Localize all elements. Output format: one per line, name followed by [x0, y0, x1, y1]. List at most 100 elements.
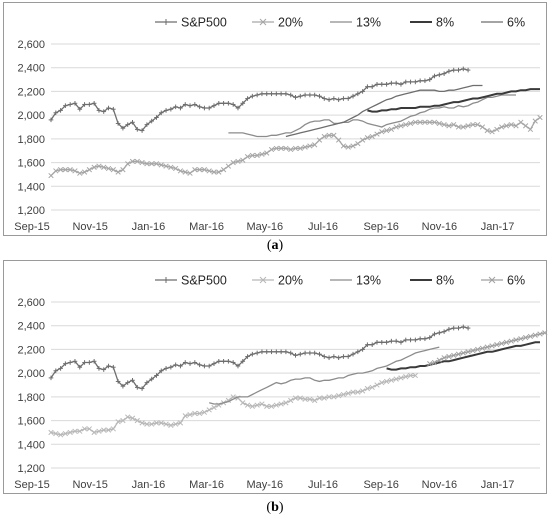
data-point: [101, 427, 107, 433]
data-point: [206, 363, 212, 369]
data-point: [527, 333, 534, 340]
data-point: [259, 349, 265, 355]
data-point: [96, 163, 102, 169]
legend-label: 20%: [278, 274, 303, 288]
y-tick-label: 1,400: [17, 439, 45, 451]
data-point: [254, 92, 260, 98]
data-point: [542, 330, 548, 336]
data-point: [144, 122, 150, 127]
data-point: [422, 119, 428, 125]
caption-b-letter: b: [271, 500, 279, 515]
chart-frame-b: [3, 260, 547, 494]
data-point: [441, 355, 447, 361]
data-point: [230, 360, 236, 365]
x-tick-label: Sep-16: [363, 479, 398, 491]
data-point: [53, 110, 59, 116]
data-point: [278, 145, 284, 151]
data-point: [48, 117, 54, 123]
data-point: [388, 377, 395, 383]
data-point: [359, 137, 366, 143]
data-point: [350, 143, 356, 149]
data-point: [432, 73, 437, 79]
data-point: [264, 403, 270, 409]
data-point: [72, 428, 78, 434]
data-point: [153, 161, 160, 167]
data-point: [182, 169, 188, 175]
data-point: [172, 421, 179, 427]
data-point: [432, 331, 437, 337]
data-point: [62, 430, 69, 437]
data-point: [163, 366, 169, 371]
data-point: [398, 340, 404, 345]
data-point: [235, 158, 241, 165]
x-tick-label: Jan-16: [132, 479, 166, 491]
data-point: [216, 358, 222, 364]
data-point: [48, 375, 54, 381]
data-point: [197, 104, 202, 110]
data-point: [288, 92, 294, 98]
data-point: [250, 93, 255, 99]
data-point: [62, 167, 69, 173]
data-point: [264, 150, 270, 156]
data-point: [427, 119, 433, 125]
data-point: [455, 124, 462, 130]
legend-entry: 13%: [330, 274, 381, 288]
data-point: [163, 163, 169, 169]
y-tick-label: 1,400: [17, 181, 45, 193]
y-tick-label: 1,800: [17, 392, 45, 404]
data-point: [350, 93, 356, 99]
data-point: [86, 426, 93, 432]
data-point: [177, 168, 184, 174]
data-point: [187, 411, 193, 418]
data-point: [532, 118, 538, 124]
data-point: [537, 114, 543, 121]
data-point: [202, 363, 207, 369]
data-point: [230, 159, 236, 166]
data-point: [101, 164, 107, 170]
data-point: [101, 109, 107, 114]
data-point: [302, 92, 308, 98]
data-point: [413, 79, 418, 85]
x-tick-label: Jan-16: [132, 221, 166, 233]
data-point: [465, 325, 471, 331]
data-point: [451, 352, 457, 359]
data-point: [379, 340, 385, 345]
data-point: [111, 106, 116, 112]
data-point: [302, 396, 308, 402]
data-point: [369, 133, 375, 140]
data-point: [489, 343, 495, 349]
data-point: [245, 96, 250, 101]
series-line: [285, 84, 483, 138]
data-point: [153, 420, 160, 426]
data-point: [479, 124, 486, 130]
data-point: [168, 164, 174, 170]
data-point: [479, 345, 486, 351]
data-point: [110, 167, 116, 173]
data-point: [211, 404, 217, 411]
data-point: [221, 358, 226, 364]
data-point: [149, 376, 154, 382]
data-point: [508, 338, 514, 344]
data-point: [321, 354, 327, 359]
data-point: [437, 330, 442, 336]
data-point: [417, 336, 423, 342]
data-point: [264, 349, 270, 355]
y-tick-label: 2,000: [17, 110, 45, 122]
chart-frame-a: [3, 2, 547, 236]
data-point: [235, 105, 241, 111]
data-point: [335, 137, 342, 143]
data-point: [379, 379, 385, 386]
data-point: [465, 123, 471, 129]
data-point: [398, 375, 404, 381]
series-line: [50, 68, 469, 132]
data-point: [374, 131, 380, 137]
data-point: [77, 106, 83, 112]
data-point: [441, 71, 447, 76]
data-point: [211, 169, 217, 175]
data-point: [498, 340, 505, 347]
data-point: [518, 119, 524, 125]
data-point: [355, 140, 361, 147]
data-point: [374, 382, 380, 388]
data-point: [182, 102, 188, 107]
data-point: [221, 100, 226, 106]
